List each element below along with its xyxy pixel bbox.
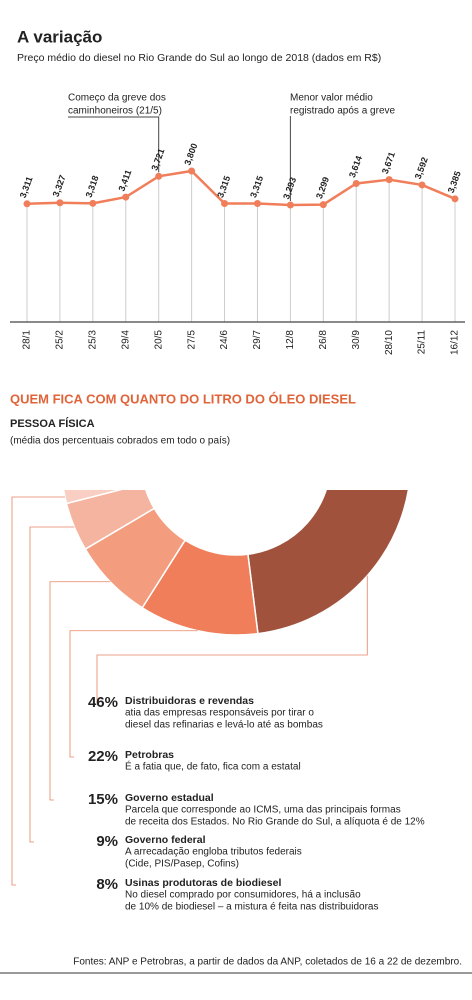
value-label: 3,721 [149, 147, 166, 172]
x-tick-label: 25/11 [417, 330, 428, 355]
x-tick-label: 27/5 [186, 330, 197, 350]
legend-name: Governo federal [125, 834, 206, 846]
legend-description: No diesel comprado por consumidores, há … [125, 890, 361, 901]
legend-name: Governo estadual [125, 792, 214, 804]
leader-line [69, 630, 198, 758]
segment [247, 490, 410, 635]
legend-description: atia das empresas responsáveis por tirar… [125, 708, 314, 719]
annotation: Menor valor médio [290, 93, 373, 104]
value-label: 3,411 [116, 168, 133, 192]
percent-label: 46% [88, 694, 118, 711]
point [418, 181, 426, 189]
value-label: 3,614 [347, 154, 364, 179]
x-tick-label: 20/5 [153, 330, 164, 350]
percent-label: 15% [88, 791, 118, 808]
value-label: 3,293 [281, 176, 298, 201]
legend-name: Distribuidoras e revendas [125, 695, 254, 707]
section-subtitle: PESSOA FÍSICA [10, 417, 95, 430]
percent-label: 9% [96, 833, 118, 850]
point [253, 200, 261, 208]
point [221, 200, 229, 208]
legend-description: É a fatia que, de fato, fica com a estat… [125, 760, 301, 773]
annotation: Começo da greve dos [68, 93, 166, 104]
legend-description: (Cide, PIS/Pasep, Cofins) [125, 859, 239, 870]
point [319, 201, 327, 209]
x-tick-label: 12/8 [285, 330, 296, 350]
value-label: 3,800 [182, 142, 199, 167]
chart-title: A variação [17, 27, 102, 46]
annotation-line [68, 116, 160, 173]
x-tick-label: 28/10 [384, 330, 395, 355]
source: Fontes: ANP e Petrobras, a partir de dad… [73, 957, 462, 968]
point [451, 195, 459, 203]
percent-label: 8% [96, 876, 118, 893]
leader-line [96, 575, 368, 703]
price-line [26, 169, 456, 207]
segment [62, 490, 123, 505]
point [56, 199, 64, 207]
point [385, 176, 393, 184]
chart-subtitle: Preço médio do diesel no Rio Grande do S… [17, 52, 381, 64]
point [188, 167, 196, 175]
x-tick-label: 30/9 [351, 330, 362, 350]
leader-line [11, 496, 65, 886]
point [89, 199, 97, 207]
percent-label: 22% [88, 748, 118, 765]
value-label: 3,327 [51, 174, 68, 199]
value-label: 3,671 [380, 151, 397, 176]
annotation: caminhoneiros (21/5) [68, 106, 162, 117]
x-tick-label: 25/3 [87, 330, 98, 350]
annotation: registrado após a greve [290, 106, 396, 117]
point [122, 193, 130, 201]
legend-description: A arrecadação engloba tributos federais [125, 847, 302, 858]
x-tick-label: 16/12 [450, 330, 461, 355]
point [23, 200, 31, 208]
x-tick-label: 28/1 [22, 330, 33, 350]
legend-description: de 10% de biodiesel – a mistura é feita … [125, 902, 378, 913]
value-label: 3,299 [314, 176, 331, 201]
half-donut [62, 490, 410, 636]
x-tick-label: 29/4 [120, 330, 131, 350]
value-label: 3,385 [446, 170, 463, 195]
point [352, 179, 360, 187]
legend-description: diesel das refinarias e levá-lo até as b… [125, 720, 323, 731]
section-title: QUEM FICA COM QUANTO DO LITRO DO ÓLEO DI… [10, 391, 356, 406]
legend-name: Usinas produtoras de biodiesel [125, 877, 281, 889]
value-label: 3,315 [215, 174, 232, 199]
legend-description: de receita dos Estados. No Rio Grande do… [125, 817, 425, 828]
legend-name: Petrobras [125, 749, 174, 761]
value-label: 3,318 [84, 174, 101, 199]
leader-line [49, 581, 111, 801]
value-label: 3,315 [248, 174, 265, 199]
point [286, 201, 294, 209]
point [155, 172, 163, 180]
x-tick-label: 24/6 [219, 330, 230, 350]
section-note: (média dos percentuais cobrados em todo … [10, 436, 230, 447]
value-label: 3,311 [18, 175, 35, 199]
x-tick-label: 25/2 [55, 330, 66, 350]
x-tick-label: 26/8 [318, 330, 329, 350]
legend-description: Parcela que corresponde ao ICMS, uma das… [125, 805, 401, 816]
value-label: 3,592 [413, 156, 430, 181]
leader-line [29, 526, 75, 843]
x-tick-label: 29/7 [252, 330, 263, 350]
